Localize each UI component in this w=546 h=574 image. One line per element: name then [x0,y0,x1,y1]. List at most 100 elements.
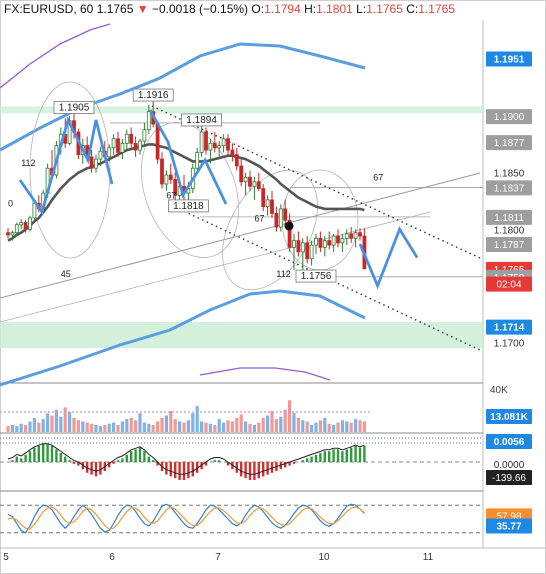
count-annotation: 67 [373,173,383,183]
candle-body [142,129,147,142]
candle-body [331,235,336,246]
ascending-trend-line-2 [0,211,431,323]
close-label: C: [406,2,419,16]
open-value: 1.1794 [264,2,301,16]
volume-bar [76,420,80,432]
time-axis-label: 7 [215,552,221,563]
volume-bar [354,419,358,432]
macd-signal-label: -139.66 [492,473,526,484]
macd-value-label: 0.0056 [494,437,525,448]
price-annotation: 1.1818 [173,201,204,212]
candle-body [116,138,120,153]
volume-bar [169,410,173,432]
candle-body [230,149,235,156]
price-annotation-box [53,101,95,114]
volume-bar [318,420,322,432]
volume-bar [358,420,362,432]
candle-body [212,142,217,149]
candle-body [283,208,288,221]
volume-bar [24,424,28,432]
candle-body [173,179,178,196]
down-arrow-icon: ▼ [136,2,149,16]
volume-bar [160,417,164,432]
volume-bar [125,419,129,432]
pattern-zigzag-2 [148,109,228,205]
price-annotation-box [181,113,223,127]
volume-bar [173,419,177,432]
candle-body [124,133,129,144]
volume-bar [134,420,138,432]
price-annotation-box [132,88,174,102]
volume-bar [362,421,366,432]
volume-bar [138,413,142,432]
volume-bar [292,413,296,432]
price-level-label: 1.1837 [494,183,525,194]
volume-bar [129,417,133,432]
macd-value-label-bg [486,434,532,449]
volume-bar [28,421,32,432]
candle-body [252,181,257,187]
volume-bar [147,423,151,432]
candle-body [98,150,103,160]
volume-bar [10,424,14,432]
volume-bar [116,424,120,432]
volume-bar [349,422,353,432]
stoch-d-label-bg [486,518,532,534]
volume-value-label-bg [486,409,532,424]
volume-bar [98,426,102,432]
harmonic-arc [29,81,111,259]
volume-bar [266,415,270,432]
candle-body [146,111,151,131]
count-annotation: 112 [21,158,35,168]
volume-bar [345,421,349,432]
pattern-zigzag-1 [18,116,114,216]
volume-bar [252,424,256,432]
volume-bar [200,421,204,432]
volume-bar [191,413,195,432]
candle-body [322,240,327,248]
price-level-label: 1.1787 [494,240,525,251]
candle-body [344,233,349,239]
volume-bar [182,422,186,432]
stoch-k-label: 57.98 [496,511,521,522]
candle-body [107,147,112,158]
last-price: 1.1765 [96,2,134,16]
volume-bar [120,421,124,432]
low-value: 1.1765 [366,2,403,16]
macd-zero-label: 0.0000 [494,460,525,471]
outer-band-top [0,23,111,89]
time-axis-label: 5 [3,552,9,563]
price-annotation: 1.1894 [186,115,217,126]
macd-line [7,443,365,475]
price-level-label: 1.1951 [494,54,525,65]
volume-bar [107,423,111,432]
volume-bar [59,416,63,432]
change-value: −0.0018 (−0.15%) [151,2,249,16]
harmonic-arc [141,122,239,258]
price-level-label-bg [486,51,532,67]
volume-bar [156,421,160,432]
volume-bar [239,414,243,432]
volume-bar [32,417,36,432]
stoch-d-label: 35.77 [496,522,521,533]
volume-bar [41,419,45,432]
high-label: H: [304,2,317,16]
volume-bar [81,421,85,432]
volume-bar [279,416,283,432]
volume-bar [323,417,327,432]
volume-bar [305,421,309,432]
candle-body [305,242,310,260]
volume-bar [226,420,230,432]
price-level-label: 1.1900 [494,112,525,123]
price-tick-label: 1.1850 [494,169,525,180]
moving-average-line [7,143,365,242]
volume-bar [327,423,331,432]
candle-body [19,222,24,226]
volume-bar [310,424,314,432]
candle-body [111,138,116,149]
count-annotation: 67 [254,213,264,223]
volume-bar [204,422,208,432]
candle-body [28,217,32,230]
price-annotation-box [295,269,337,283]
